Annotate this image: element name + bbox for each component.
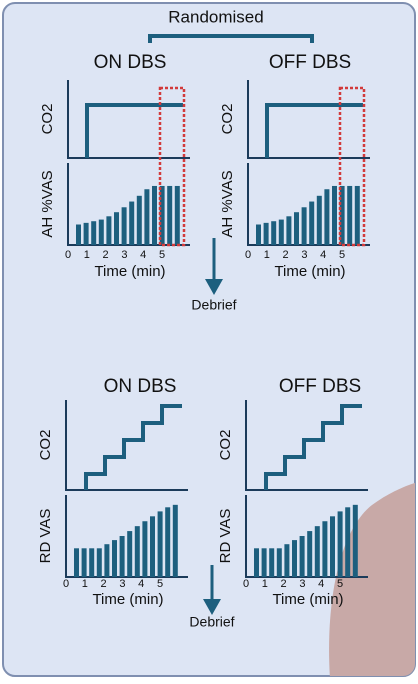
x-tick-label: 5 — [157, 578, 163, 590]
bar — [165, 507, 170, 577]
x-axis-label: Time (min) — [92, 591, 163, 608]
x-axis-label: Time (min) — [94, 263, 165, 280]
x-tick-label: 3 — [299, 578, 305, 590]
x-axis-label: Time (min) — [272, 591, 343, 608]
x-tick-label: 1 — [264, 249, 270, 261]
x-axis-label: Time (min) — [274, 263, 345, 280]
bar — [112, 540, 117, 577]
bar — [284, 544, 289, 577]
x-tick-label: 1 — [262, 578, 268, 590]
x-tick-label: 3 — [301, 249, 307, 261]
diagram: Randomised ON DBSCO2AH %VAS012345Time (m… — [0, 0, 418, 679]
y-axis-label: CO2 — [219, 104, 236, 135]
bar — [74, 548, 79, 577]
bar — [277, 548, 282, 577]
bar — [137, 196, 142, 245]
bar — [294, 212, 299, 245]
bar — [175, 186, 180, 245]
bar — [269, 548, 274, 577]
bar — [173, 505, 178, 577]
x-tick-label: 3 — [121, 249, 127, 261]
y-axis-label: RD VAS — [217, 509, 234, 564]
bar — [345, 507, 350, 577]
bar — [338, 511, 343, 577]
x-tick-label: 2 — [281, 578, 287, 590]
bar — [122, 207, 127, 245]
bar — [97, 548, 102, 577]
arrow-label: Debrief — [189, 614, 234, 630]
x-tick-label: 3 — [119, 578, 125, 590]
bar — [82, 548, 87, 577]
x-tick-label: 1 — [84, 249, 90, 261]
x-tick-label: 5 — [337, 578, 343, 590]
bar — [353, 505, 358, 577]
x-tick-label: 1 — [82, 578, 88, 590]
bar — [330, 516, 335, 577]
x-tick-label: 0 — [243, 578, 249, 590]
x-tick-label: 4 — [320, 249, 326, 261]
bar — [264, 223, 269, 245]
bar — [91, 221, 96, 245]
bar — [167, 186, 172, 245]
bar — [355, 186, 360, 245]
bar — [150, 516, 155, 577]
bar — [152, 186, 157, 245]
bar — [347, 186, 352, 245]
bar — [256, 225, 261, 246]
bar — [300, 536, 305, 577]
bar — [286, 216, 291, 245]
bar — [114, 212, 119, 245]
bar — [135, 526, 140, 577]
x-tick-label: 4 — [318, 578, 324, 590]
bar — [106, 216, 111, 245]
bar — [317, 196, 322, 245]
header-title: Randomised — [168, 7, 263, 26]
bar — [129, 202, 134, 245]
bar — [99, 220, 104, 245]
panel-title: OFF DBS — [269, 52, 351, 73]
x-tick-label: 2 — [103, 249, 109, 261]
bar — [158, 511, 163, 577]
x-tick-label: 4 — [138, 578, 144, 590]
bar — [104, 544, 109, 577]
bar — [309, 202, 314, 245]
bar — [254, 548, 259, 577]
bar — [332, 186, 337, 245]
x-tick-label: 0 — [245, 249, 251, 261]
bar — [292, 540, 297, 577]
bar — [89, 548, 94, 577]
bar — [120, 536, 125, 577]
panel-title: OFF DBS — [279, 376, 361, 397]
bar — [84, 223, 89, 245]
y-axis-label: AH %VAS — [39, 170, 56, 237]
panel-title: ON DBS — [94, 52, 167, 73]
x-tick-label: 0 — [65, 249, 71, 261]
y-axis-label: RD VAS — [37, 509, 54, 564]
y-axis-label: CO2 — [37, 430, 54, 461]
bar — [315, 526, 320, 577]
x-tick-label: 5 — [339, 249, 345, 261]
bar — [144, 189, 149, 245]
bar — [142, 521, 147, 577]
x-tick-label: 2 — [283, 249, 289, 261]
bar — [322, 521, 327, 577]
x-tick-label: 2 — [101, 578, 107, 590]
arrow-label: Debrief — [191, 297, 236, 313]
y-axis-label: AH %VAS — [219, 170, 236, 237]
x-tick-label: 0 — [63, 578, 69, 590]
y-axis-label: CO2 — [39, 104, 56, 135]
bar — [127, 531, 132, 577]
bar — [271, 221, 276, 245]
x-tick-label: 5 — [159, 249, 165, 261]
bar — [307, 531, 312, 577]
panel-title: ON DBS — [104, 376, 177, 397]
bar — [279, 220, 284, 245]
y-axis-label: CO2 — [217, 430, 234, 461]
x-tick-label: 4 — [140, 249, 146, 261]
bar — [262, 548, 267, 577]
bar — [76, 225, 81, 246]
bar — [302, 207, 307, 245]
bar — [324, 189, 329, 245]
